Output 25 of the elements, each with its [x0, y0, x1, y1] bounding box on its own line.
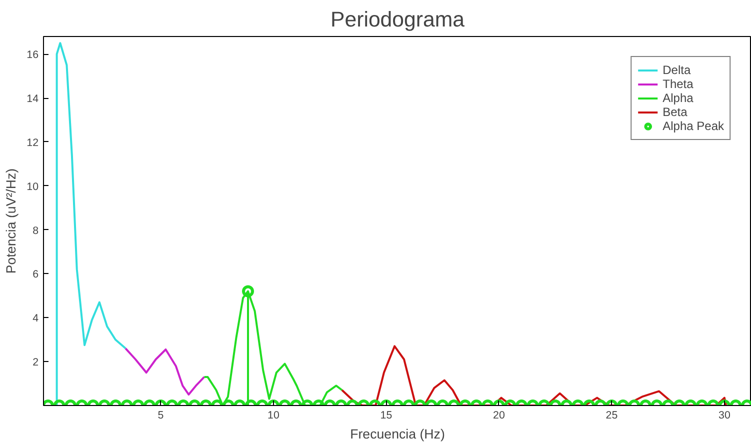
y-axis-title: Potencia (uV²/Hz): [4, 168, 19, 274]
y-tick-label: 8: [32, 224, 39, 237]
x-tick-label: 15: [380, 410, 392, 422]
x-tick-label: 10: [268, 410, 280, 422]
x-tick-label: 5: [158, 410, 164, 422]
y-tick-label: 16: [26, 49, 39, 62]
y-tick-label: 14: [26, 93, 39, 105]
line-series: [56, 42, 127, 406]
legend-label: Delta: [662, 63, 691, 77]
x-tick-label: 25: [606, 410, 618, 422]
chart-title: Periodograma: [330, 8, 465, 32]
y-tick-label: 4: [32, 312, 39, 325]
legend-label: Alpha Peak: [662, 119, 724, 133]
x-tick-label: 30: [718, 410, 730, 422]
y-tick-label: 2: [32, 356, 39, 369]
legend-label: Theta: [662, 77, 694, 91]
y-tick-label: 10: [26, 180, 39, 193]
line-series: [341, 345, 728, 406]
x-axis-title: Frecuencia (Hz): [350, 426, 445, 442]
y-tick-label: 6: [32, 268, 39, 281]
x-tick-label: 20: [493, 410, 505, 422]
legend-label: Alpha: [662, 91, 694, 105]
legend-label: Beta: [662, 105, 688, 119]
line-series: [124, 347, 206, 396]
y-tick-label: 12: [26, 136, 39, 149]
